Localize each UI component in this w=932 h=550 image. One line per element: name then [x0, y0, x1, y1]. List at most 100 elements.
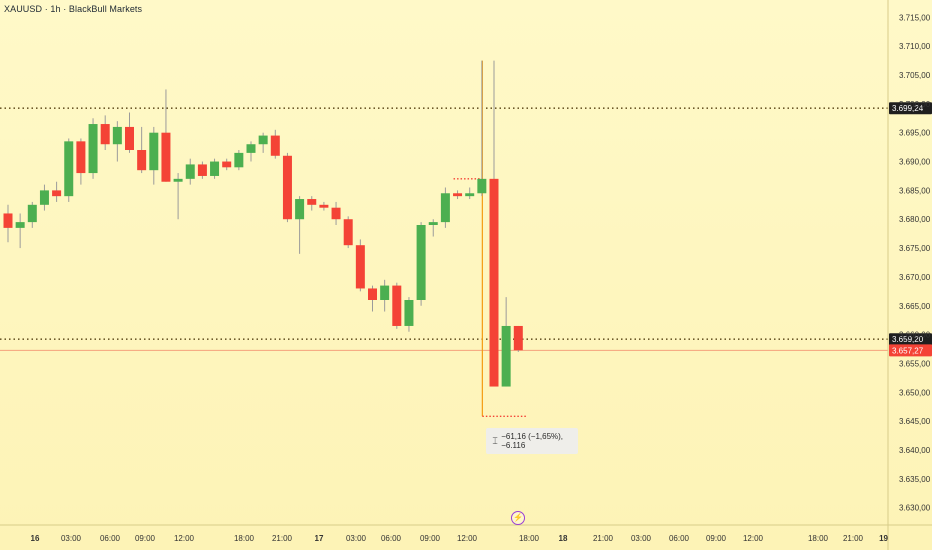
candle[interactable]	[15, 213, 25, 249]
x-tick-label: 21:00	[272, 534, 293, 543]
y-tick-label: 3.715,00	[899, 13, 931, 22]
candle[interactable]	[210, 158, 220, 179]
candle[interactable]	[234, 150, 244, 171]
candle-body	[489, 178, 499, 387]
candles-layer[interactable]	[3, 60, 523, 387]
candle[interactable]	[149, 126, 159, 185]
candle[interactable]	[282, 152, 292, 223]
candle[interactable]	[76, 138, 86, 185]
candle[interactable]	[380, 279, 390, 312]
candle-body	[52, 190, 62, 197]
candle-body	[246, 144, 256, 153]
candle[interactable]	[307, 196, 317, 211]
candle-body	[173, 178, 183, 182]
candle[interactable]	[258, 132, 268, 153]
candle[interactable]	[501, 297, 511, 387]
candle[interactable]	[197, 161, 207, 179]
y-tick-label: 3.695,00	[899, 129, 931, 138]
candle[interactable]	[404, 297, 414, 332]
candle[interactable]	[428, 219, 438, 237]
candle-body	[501, 325, 511, 387]
candle-body	[3, 213, 13, 228]
candle-body	[88, 124, 98, 174]
candle-body	[416, 225, 426, 300]
lightning-icon[interactable]: ⚡	[511, 511, 525, 525]
price-axis[interactable]: 3.715,00 3.710,00 3.705,00 3.700,00 3.695,00…	[887, 0, 931, 550]
candle-body	[380, 285, 390, 300]
horizontal-levels: 3.699,24 3.659,20 3.657,27	[0, 102, 932, 357]
candle[interactable]	[465, 187, 475, 200]
candle[interactable]	[368, 285, 377, 312]
candle[interactable]	[477, 60, 487, 197]
candle[interactable]	[64, 138, 74, 202]
level-label: 3.657,27	[892, 346, 924, 355]
candle-body	[149, 132, 159, 171]
candle[interactable]	[331, 201, 341, 225]
candle[interactable]	[355, 239, 365, 292]
x-tick-label: 19	[879, 534, 888, 543]
candle-body	[112, 126, 122, 145]
candle[interactable]	[246, 141, 256, 162]
candle-body	[355, 245, 365, 289]
candle[interactable]	[513, 325, 523, 352]
candle-body	[428, 222, 438, 225]
x-tick-label: 09:00	[135, 534, 156, 543]
y-tick-label: 3.685,00	[899, 186, 931, 195]
candle[interactable]	[27, 201, 37, 228]
y-tick-label: 3.635,00	[899, 475, 931, 484]
candle[interactable]	[39, 184, 49, 211]
candle-body	[319, 204, 329, 208]
y-tick-label: 3.630,00	[899, 504, 931, 513]
candle[interactable]	[453, 190, 463, 200]
candle-body	[392, 285, 402, 326]
candle[interactable]	[440, 187, 450, 228]
candle[interactable]	[416, 222, 426, 306]
candle-body	[258, 135, 268, 145]
candle[interactable]	[112, 121, 122, 162]
candle[interactable]	[125, 112, 134, 153]
x-tick-label: 16	[31, 534, 40, 543]
candle-body	[295, 199, 305, 220]
x-tick-label: 06:00	[669, 534, 690, 543]
candle-body	[477, 178, 487, 194]
candle[interactable]	[343, 216, 353, 249]
x-tick-label: 18:00	[808, 534, 829, 543]
candle[interactable]	[137, 126, 147, 174]
measure-icon: ⌶	[492, 435, 498, 446]
candle[interactable]	[295, 196, 305, 254]
y-tick-label: 3.660,00	[899, 331, 931, 340]
chart-title: XAUUSD · 1h · BlackBull Markets	[4, 4, 143, 14]
y-tick-label: 3.700,00	[899, 100, 931, 109]
candle-body	[331, 207, 341, 220]
candle[interactable]	[489, 60, 499, 387]
candle[interactable]	[222, 158, 232, 171]
candle-body	[137, 150, 147, 171]
candle[interactable]	[88, 118, 98, 179]
x-tick-label: 06:00	[100, 534, 121, 543]
candle[interactable]	[3, 204, 13, 243]
candle-body	[39, 190, 49, 205]
time-axis[interactable]: 16 03:00 06:00 09:00 12:00 18:00 21:00 17 03:00 0…	[0, 524, 932, 543]
candle[interactable]	[319, 201, 329, 211]
x-tick-label: 09:00	[706, 534, 727, 543]
candle[interactable]	[392, 282, 402, 329]
candle-body	[15, 222, 25, 228]
candle-body	[161, 132, 171, 182]
candle[interactable]	[161, 89, 171, 182]
x-tick-label: 18	[559, 534, 568, 543]
x-tick-label: 06:00	[381, 534, 402, 543]
candle[interactable]	[185, 158, 195, 185]
candle[interactable]	[100, 115, 110, 150]
measurement-text: −61,16 (−1,65%), −6.116	[501, 432, 564, 450]
x-tick-label: 03:00	[631, 534, 652, 543]
candle[interactable]	[173, 173, 183, 220]
x-tick-label: 18:00	[234, 534, 255, 543]
measurement-tooltip: ⌶ −61,16 (−1,65%), −6.116	[486, 428, 578, 454]
candle-body	[270, 135, 280, 156]
candle-body	[210, 161, 220, 176]
candle[interactable]	[52, 181, 62, 202]
candle[interactable]	[270, 129, 280, 159]
candle-body	[185, 164, 195, 179]
